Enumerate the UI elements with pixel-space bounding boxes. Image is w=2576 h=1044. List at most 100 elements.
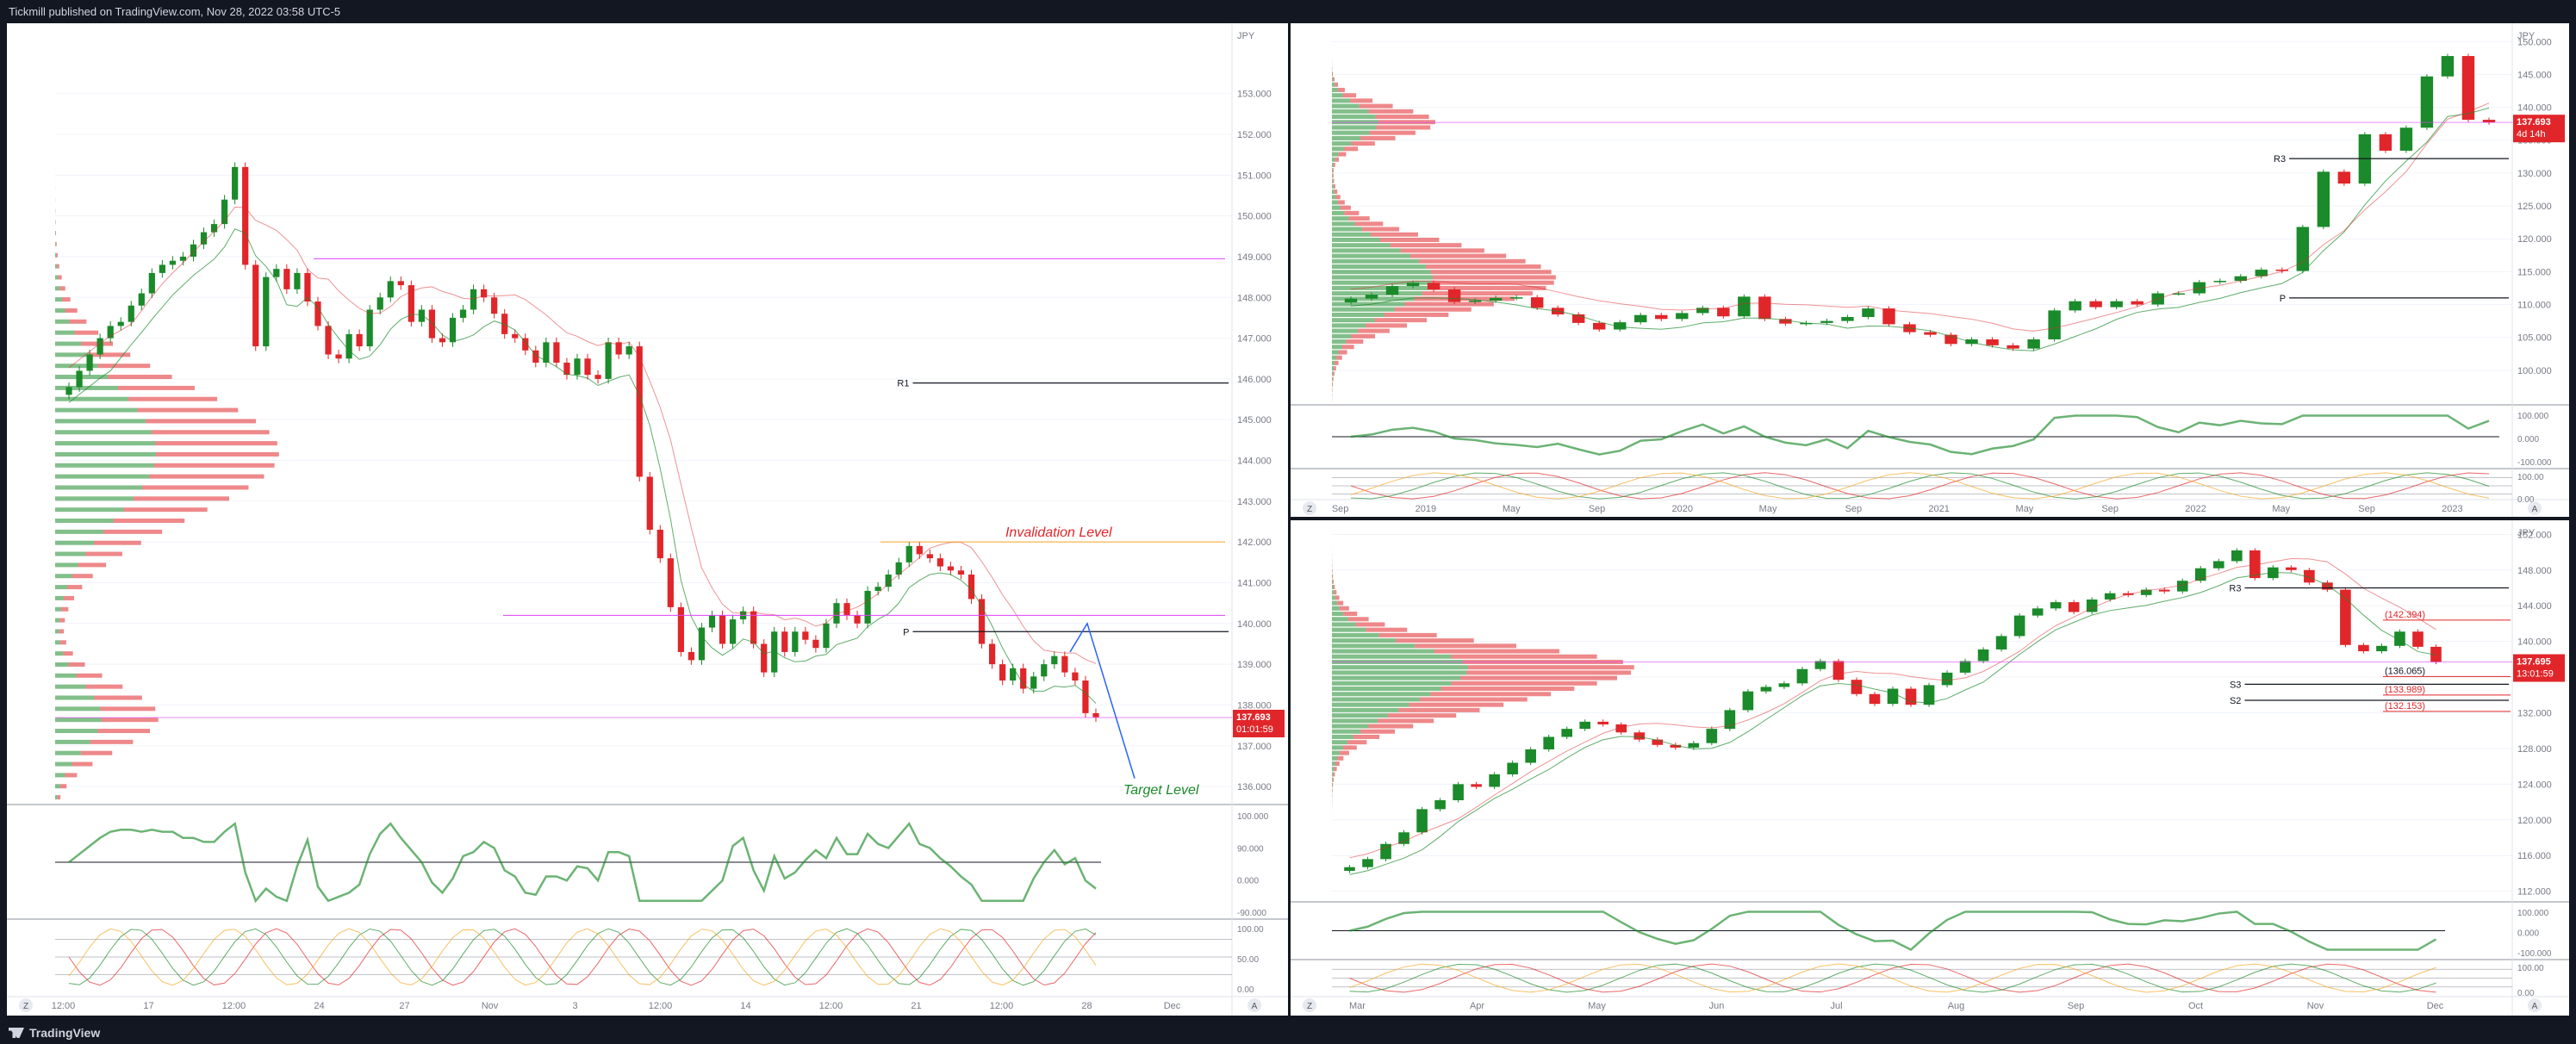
candle-body xyxy=(843,603,850,616)
candle-body xyxy=(65,387,72,395)
volume-profile-sell-bar xyxy=(1333,584,1335,589)
y-tick-label: 110.000 xyxy=(2517,301,2551,311)
volume-profile-sell-bar xyxy=(1340,205,1351,210)
auto-scale-label: A xyxy=(1252,1002,1258,1011)
candle-body xyxy=(2461,56,2475,121)
candle-body xyxy=(366,309,373,347)
candle-body xyxy=(553,342,560,363)
volume-profile-buy-bar xyxy=(1332,328,1359,333)
candle-body xyxy=(1706,729,1718,743)
volume-profile-buy-bar xyxy=(1332,200,1338,205)
candle-body xyxy=(2158,589,2170,592)
volume-profile-sell-bar xyxy=(94,695,142,700)
candle-body xyxy=(252,264,259,347)
y-tick-label: 141.000 xyxy=(1237,578,1272,588)
candle-body xyxy=(159,264,165,273)
y-tick-label: 124.000 xyxy=(2517,780,2552,790)
volume-profile-sell-bar xyxy=(78,562,107,568)
volume-profile-sell-bar xyxy=(59,640,66,645)
pivot-level-label: S2 xyxy=(2230,696,2241,706)
volume-profile-buy-bar xyxy=(55,463,154,468)
volume-profile-buy-bar xyxy=(1332,291,1422,296)
candle-body xyxy=(1796,668,1808,684)
volume-profile-sell-bar xyxy=(1333,772,1335,777)
volume-profile-buy-bar xyxy=(1332,221,1355,227)
chart-panel-left[interactable]: 153.000 152.000 151.000 150.000 149.000 148.0… xyxy=(7,23,1288,1016)
candle-body xyxy=(1924,332,1937,335)
chart-panel-top-right[interactable]: 150.000145.000140.000135.000130.000125.0… xyxy=(1291,23,2569,517)
candle-body xyxy=(926,554,933,559)
volume-profile-sell-bar xyxy=(149,474,264,479)
volume-profile-sell-bar xyxy=(1366,627,1408,632)
price-label: (136.065) xyxy=(2385,666,2425,676)
volume-profile-buy-bar xyxy=(1332,713,1388,718)
candle-body xyxy=(729,619,737,644)
volume-profile-buy-bar xyxy=(1332,740,1348,745)
pivot-level-label: R1 xyxy=(897,379,909,389)
volume-profile-sell-bar xyxy=(1351,141,1375,146)
candle-body xyxy=(978,599,986,644)
chart-bottom-right-svg[interactable]: 152.000148.000144.000140.000136.000132.0… xyxy=(1291,520,2569,1016)
volume-profile-buy-bar xyxy=(1332,173,1333,178)
chart-panel-bottom-right[interactable]: 152.000148.000144.000140.000136.000132.0… xyxy=(1291,520,2569,1016)
oscillator-tick-label: 100.00 xyxy=(1237,925,1264,935)
candle-body xyxy=(397,281,404,286)
chart-top-right-svg[interactable]: 150.000145.000140.000135.000130.000125.0… xyxy=(1291,23,2569,517)
candle-body xyxy=(512,333,519,339)
oscillator-tick-label: -100.000 xyxy=(2517,458,2552,468)
candle-body xyxy=(936,558,943,567)
tradingview-logo[interactable]: TradingView xyxy=(9,1026,100,1040)
volume-profile-sell-bar xyxy=(1440,687,1575,692)
candle-body xyxy=(677,606,684,652)
volume-profile-buy-bar xyxy=(55,519,114,524)
oscillator-tick-label: 100.00 xyxy=(2517,473,2544,482)
candle-body xyxy=(221,199,228,225)
candle-body xyxy=(1509,297,1523,299)
oscillator-tick-label: 0.00 xyxy=(2517,989,2535,998)
y-tick-label: 128.000 xyxy=(2517,744,2552,755)
volume-profile-sell-bar xyxy=(1359,103,1393,109)
y-tick-label: 105.000 xyxy=(2517,333,2552,344)
volume-profile-sell-bar xyxy=(113,519,185,524)
volume-profile-sell-bar xyxy=(1336,355,1342,360)
x-tick-label: May xyxy=(1759,504,1777,514)
oscillator-tick-label: 100.00 xyxy=(2517,964,2544,973)
candle-body xyxy=(2176,581,2188,592)
y-tick-label: 144.000 xyxy=(1237,457,1272,467)
volume-profile-sell-bar xyxy=(1332,173,1334,178)
chart-left-svg[interactable]: 153.000 152.000 151.000 150.000 149.000 148.0… xyxy=(7,23,1288,1016)
volume-profile-sell-bar xyxy=(1333,77,1335,82)
candle-body xyxy=(2140,589,2152,595)
candle-body xyxy=(1696,308,1709,314)
x-tick-label: 2021 xyxy=(1928,504,1949,514)
pivot-level-label: P xyxy=(2280,294,2286,304)
volume-profile-buy-bar xyxy=(1332,649,1434,654)
volume-profile-buy-bar xyxy=(1332,697,1421,702)
volume-profile-sell-bar xyxy=(1332,777,1335,782)
volume-profile-sell-bar xyxy=(1333,371,1335,376)
volume-profile-sell-bar xyxy=(1360,135,1396,140)
auto-scale-button xyxy=(2528,501,2542,515)
volume-profile-sell-bar xyxy=(1333,183,1335,189)
volume-profile-buy-bar xyxy=(1332,190,1335,195)
candle-body xyxy=(968,575,975,600)
volume-profile-buy-bar xyxy=(55,651,64,656)
candle-body xyxy=(1072,672,1079,681)
y-tick-label: 136.000 xyxy=(1237,782,1272,792)
volume-profile-sell-bar xyxy=(1335,595,1340,600)
candle-body xyxy=(1525,749,1536,763)
volume-profile-sell-bar xyxy=(85,551,122,556)
volume-profile-buy-bar xyxy=(55,706,101,712)
volume-profile-sell-bar xyxy=(72,761,93,767)
x-tick-label: May xyxy=(2272,504,2290,514)
volume-profile-sell-bar xyxy=(1348,617,1369,622)
projection-arrow xyxy=(1069,621,1136,779)
volume-profile-sell-bar xyxy=(1430,692,1552,697)
volume-profile-buy-bar xyxy=(1332,724,1369,729)
volume-profile-buy-bar xyxy=(55,407,138,413)
candle-body xyxy=(1841,317,1854,321)
y-tick-label: 148.000 xyxy=(1237,293,1272,303)
volume-profile-sell-bar xyxy=(1332,376,1334,382)
volume-profile-buy-bar xyxy=(55,474,150,479)
stoch-line xyxy=(1350,472,2490,500)
